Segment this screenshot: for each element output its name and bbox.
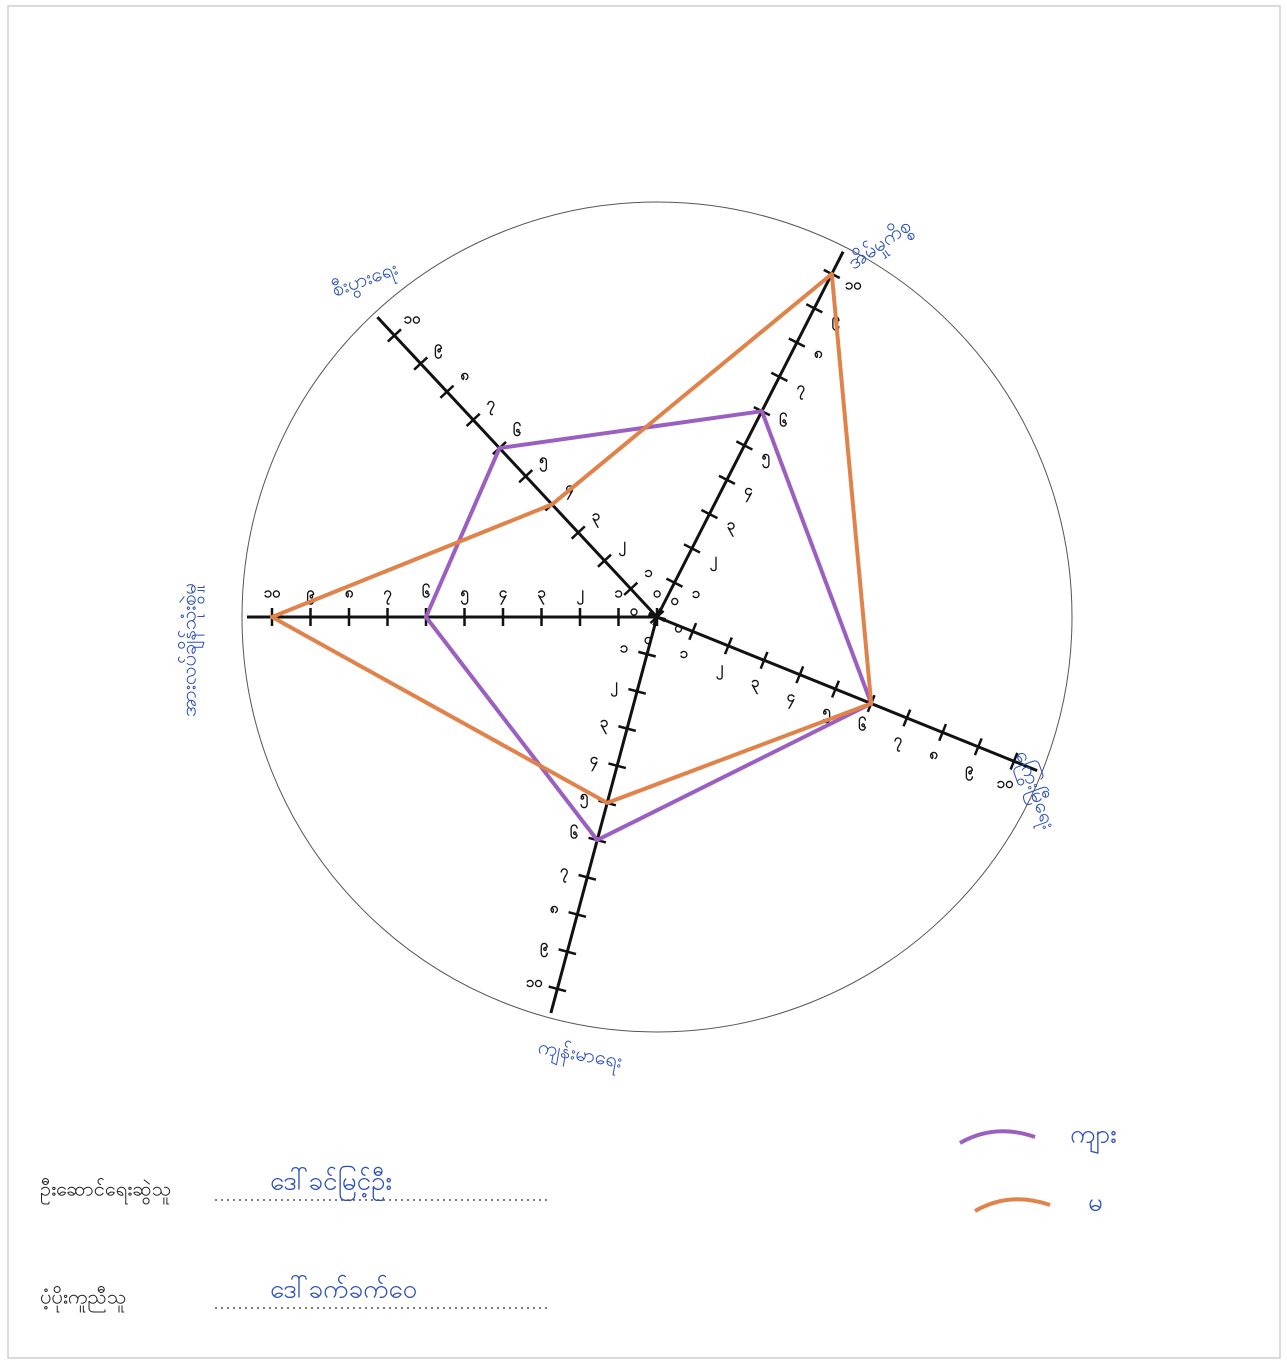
tick-label: ၂: [618, 535, 626, 557]
tick-label: ၁: [644, 563, 653, 581]
tick-label: ၇: [560, 862, 569, 884]
tick-label: ၁: [679, 644, 688, 662]
axis-label: ကျန်းမာရေး: [536, 1034, 625, 1076]
tick-label: ၆: [779, 412, 788, 431]
legend-label: မ: [1088, 1188, 1103, 1218]
tick-label: ၁၀: [845, 275, 862, 293]
legend-swatch: [960, 1131, 1035, 1143]
axis-line: [377, 317, 657, 617]
tick-label: ၄: [499, 584, 508, 606]
chart: ၀၁၂၃၄၅၆၇၈၉၁၀အိမ်မှုကိစ္စ၀၁၂၃၄၅၆၇၈၉၁၀ကြွေ…: [0, 0, 1287, 1364]
axis-line: [551, 617, 657, 1013]
tick-label: ၈: [550, 899, 559, 917]
footer-label: ဦးဆောင်ရေးဆွဲသူ: [40, 1177, 171, 1205]
axis-label: အိမ်မှုကိစ္စ: [843, 213, 918, 277]
axis-label: ကြွေးမြီရေး: [1007, 747, 1061, 833]
tick-label: ၄: [744, 481, 753, 503]
tick-label: ၉: [434, 338, 443, 360]
tick-label: ၁၀: [526, 973, 543, 991]
tick-label: ၇: [487, 394, 496, 416]
tick-label: ၈: [460, 366, 469, 384]
tick-label: ၃: [592, 507, 601, 529]
tick-label: ၂: [576, 584, 584, 606]
tick-label: ၇: [383, 584, 392, 606]
tick-label: ၅: [762, 447, 771, 469]
tick-label: ၄: [787, 687, 796, 709]
tick-label: ၉: [965, 760, 974, 782]
tick-label: ၃: [751, 673, 760, 695]
tick-label: ၁၀: [264, 584, 281, 602]
tick-label: ၁၀: [404, 310, 421, 328]
tick-label: ၉: [540, 936, 549, 958]
tick-label: ၃: [537, 584, 546, 606]
page: {"chart_data": { "type": "radar", "categ…: [0, 0, 1287, 1364]
tick-label: ၀: [670, 591, 679, 609]
tick-label: ၆: [858, 715, 867, 734]
tick-label: ၇: [894, 731, 903, 753]
series-polygon: [426, 411, 871, 840]
axis-label: အားလပ်ချိန်သုံးစွဲမှု: [177, 583, 205, 717]
tick-label: ၃: [727, 515, 736, 537]
tick-label: ၁: [614, 584, 623, 602]
tick-label: ၂: [710, 550, 718, 572]
tick-label: ၅: [460, 584, 469, 606]
tick-label: ၅: [539, 450, 548, 472]
axis-line: [657, 252, 843, 617]
tick-label: ၈: [814, 344, 823, 362]
tick-label: ၁: [692, 584, 701, 602]
tick-label: ၄: [590, 750, 599, 772]
footer-label: ပံ့ပိုးကူညီသူ: [40, 1285, 126, 1313]
tick-label: ၃: [600, 713, 609, 735]
tick-label: ၀: [653, 584, 662, 602]
tick-label: ၂: [716, 659, 724, 681]
tick-label: ၇: [797, 378, 806, 400]
legend-label: ကျား: [1070, 1120, 1117, 1155]
tick-label: ၁၀: [997, 774, 1014, 792]
footer-name: ဒေါ်ခင်မြင့်ဦး: [270, 1164, 392, 1202]
tick-label: ၆: [513, 421, 522, 440]
legend-swatch: [975, 1199, 1050, 1211]
tick-label: ၈: [929, 745, 938, 763]
tick-label: ၁: [620, 638, 629, 656]
tick-label: ၂: [610, 676, 618, 698]
footer-name: ဒေါ်ခက်ခက်ဝေ: [270, 1274, 418, 1305]
tick-label: ၆: [570, 823, 579, 842]
tick-label: ၆: [422, 583, 431, 602]
